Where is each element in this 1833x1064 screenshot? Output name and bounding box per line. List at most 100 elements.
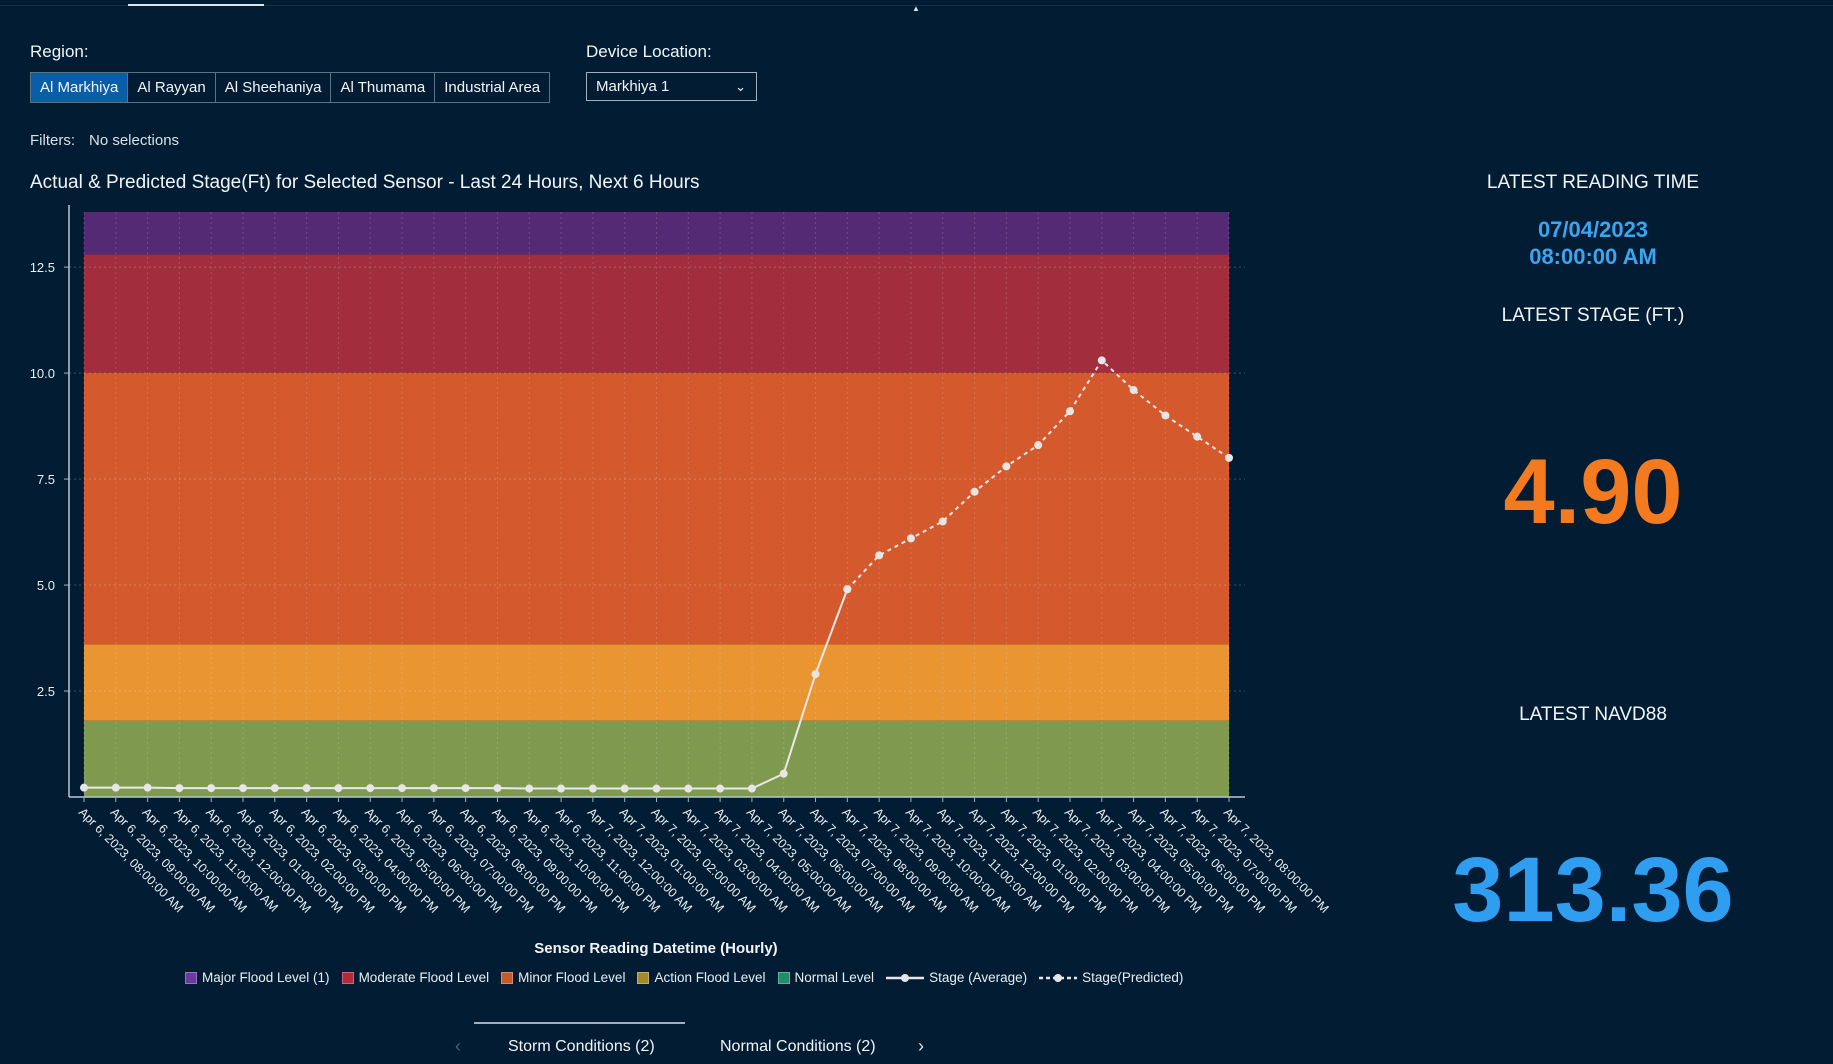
data-point-stage-average <box>302 784 311 793</box>
y-tick-label: 2.5 <box>37 684 55 699</box>
filters-label: Filters: <box>30 132 75 149</box>
data-point-stage-predicted <box>1225 453 1233 462</box>
data-point-stage-predicted <box>970 487 979 496</box>
region-segmented-control[interactable]: Al Markhiya Al Rayyan Al Sheehaniya Al T… <box>30 72 551 103</box>
bottom-tab-bar: ‹ Storm Conditions (2) Normal Conditions… <box>0 1020 1000 1064</box>
data-point-stage-average <box>239 784 248 793</box>
data-point-stage-average <box>525 784 534 793</box>
region-option-al-markhiya[interactable]: Al Markhiya <box>31 73 129 102</box>
top-divider <box>0 5 1833 6</box>
legend-label: Stage(Predicted) <box>1082 970 1184 985</box>
latest-navd88-value: 313.36 <box>1452 839 1734 941</box>
y-tick-label: 5.0 <box>37 578 55 593</box>
data-point-stage-average <box>493 784 502 793</box>
active-page-tab-indicator <box>128 4 264 6</box>
data-point-stage-average <box>270 784 279 793</box>
legend-label: Action Flood Level <box>654 970 766 985</box>
data-point-stage-average <box>557 784 566 793</box>
filters-summary: Filters: No selections <box>30 132 179 149</box>
legend-item-normal-level[interactable]: Normal Level <box>777 970 875 985</box>
legend-item-stage-average[interactable]: Stage (Average) <box>886 970 1027 985</box>
legend-marker <box>1039 973 1078 982</box>
legend-item-major-flood-level-1[interactable]: Major Flood Level (1) <box>185 970 330 985</box>
data-point-stage-average <box>779 769 788 778</box>
data-point-stage-predicted <box>1129 386 1138 395</box>
data-point-stage-average <box>652 784 661 793</box>
data-point-stage-average <box>143 783 152 792</box>
data-point-stage-predicted <box>1034 441 1043 450</box>
latest-reading-date: 07/04/2023 <box>1537 217 1649 242</box>
legend-marker <box>341 971 354 984</box>
band-moderate-flood-level <box>84 254 1229 374</box>
y-tick-label: 12.5 <box>30 260 55 275</box>
data-point-stage-average <box>716 784 725 793</box>
previous-tab-arrow-icon[interactable]: ‹ <box>455 1036 461 1056</box>
legend-marker <box>886 973 925 982</box>
legend-label: Minor Flood Level <box>518 970 626 985</box>
x-axis-title: Sensor Reading Datetime (Hourly) <box>534 940 777 957</box>
data-point-stage-predicted <box>906 534 915 543</box>
data-point-stage-predicted <box>843 585 852 594</box>
region-option-al-rayyan[interactable]: Al Rayyan <box>128 73 216 102</box>
data-point-stage-predicted <box>875 551 884 560</box>
data-point-stage-average <box>366 784 375 793</box>
data-point-stage-predicted <box>1161 411 1170 420</box>
data-point-stage-predicted <box>1002 462 1011 471</box>
legend-marker <box>777 971 790 984</box>
next-tab-arrow-icon[interactable]: › <box>918 1036 924 1056</box>
latest-stage-value: 4.90 <box>1503 441 1683 543</box>
data-point-stage-average <box>398 784 407 793</box>
legend-marker <box>637 971 650 984</box>
data-point-stage-average <box>429 784 438 793</box>
band-minor-flood-level <box>84 373 1229 645</box>
active-bottom-tab-indicator <box>474 1022 685 1024</box>
band-major-flood-level-1 <box>84 212 1229 255</box>
region-option-industrial-area[interactable]: Industrial Area <box>444 79 541 96</box>
data-point-stage-predicted <box>1193 432 1202 441</box>
region-label: Region: <box>30 42 89 61</box>
chart-title: Actual & Predicted Stage(Ft) for Selecte… <box>30 172 700 193</box>
legend-marker <box>501 971 514 984</box>
data-point-stage-predicted <box>1097 356 1106 365</box>
legend-item-minor-flood-level[interactable]: Minor Flood Level <box>501 970 625 985</box>
data-point-stage-average <box>80 783 88 792</box>
legend-item-stage-predicted[interactable]: Stage(Predicted) <box>1039 970 1183 985</box>
data-point-stage-average <box>461 784 470 793</box>
data-point-stage-average <box>747 784 756 793</box>
data-point-stage-average <box>620 784 629 793</box>
region-option-al-thumama[interactable]: Al Thumama <box>331 73 436 102</box>
legend-marker <box>185 971 197 984</box>
latest-reading-time-value: 08:00:00 AM <box>1529 244 1657 269</box>
legend-label: Stage (Average) <box>929 970 1028 985</box>
legend-item-moderate-flood-level[interactable]: Moderate Flood Level <box>341 970 490 985</box>
data-point-stage-average <box>334 784 343 793</box>
legend-label: Moderate Flood Level <box>358 970 490 985</box>
device-location-label: Device Location: <box>586 42 712 61</box>
collapse-caret-icon[interactable]: ▲ <box>912 4 920 13</box>
legend-item-action-flood-level[interactable]: Action Flood Level <box>637 970 766 985</box>
data-point-stage-average <box>111 783 120 792</box>
device-location-select[interactable]: Markhiya 1 ⌄ <box>586 72 757 101</box>
device-location-value: Markhiya 1 <box>596 78 670 95</box>
data-point-stage-predicted <box>1065 407 1074 416</box>
data-point-stage-predicted <box>938 517 947 526</box>
data-point-stage-average <box>175 784 184 793</box>
y-tick-label: 7.5 <box>37 472 55 487</box>
tab-storm-conditions[interactable]: Storm Conditions (2) <box>508 1038 655 1055</box>
chevron-down-icon: ⌄ <box>735 79 746 94</box>
legend-label: Major Flood Level (1) <box>202 970 330 985</box>
region-option-al-sheehaniya[interactable]: Al Sheehaniya <box>216 73 332 102</box>
data-point-stage-average <box>207 784 216 793</box>
y-tick-label: 10.0 <box>30 366 55 381</box>
data-point-stage-average <box>811 670 820 679</box>
chart-legend: Major Flood Level (1) Moderate Flood Leve… <box>185 970 1183 985</box>
latest-navd88-title: LATEST NAVD88 <box>1519 704 1667 725</box>
band-action-flood-level <box>84 644 1229 721</box>
legend-label: Normal Level <box>794 970 875 985</box>
data-point-stage-average <box>684 784 693 793</box>
data-point-stage-average <box>588 784 597 793</box>
latest-stage-title: LATEST STAGE (FT.) <box>1501 305 1685 326</box>
tab-normal-conditions[interactable]: Normal Conditions (2) <box>720 1038 876 1055</box>
latest-reading-time-title: LATEST READING TIME <box>1486 172 1700 193</box>
